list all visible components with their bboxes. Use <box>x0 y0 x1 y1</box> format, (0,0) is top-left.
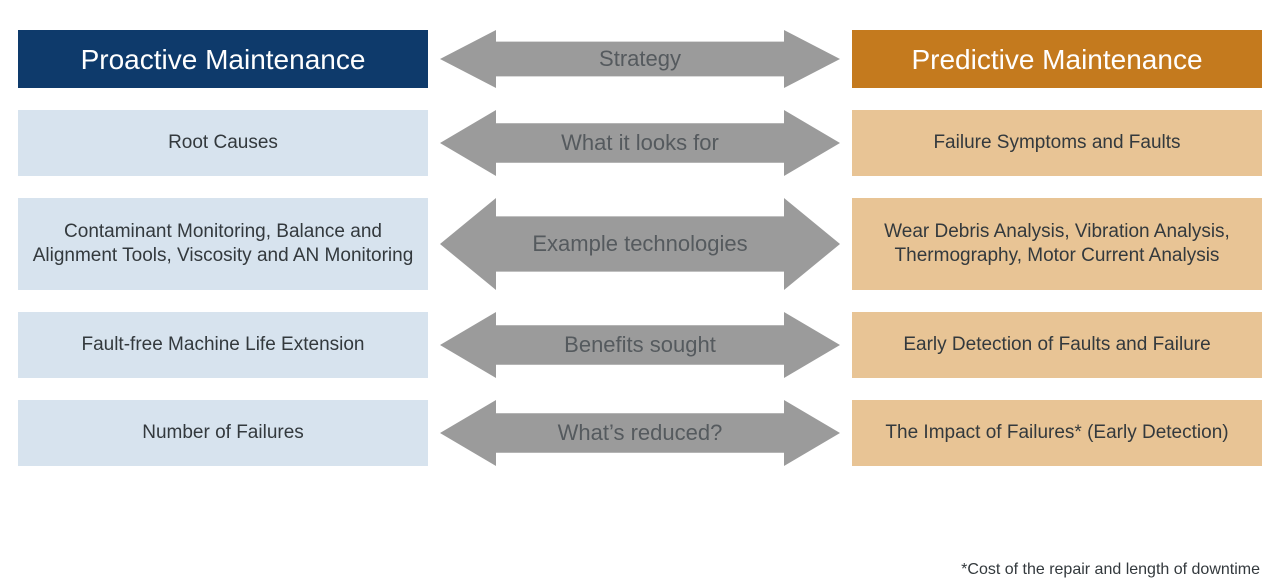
body-row: Contaminant Monitoring, Balance and Alig… <box>18 198 1262 290</box>
arrow-cell: What’s reduced? <box>440 400 840 466</box>
footnote: *Cost of the repair and length of downti… <box>961 561 1260 579</box>
header-left: Proactive Maintenance <box>18 30 428 88</box>
header-row: Proactive Maintenance Strategy Predictive… <box>18 30 1262 88</box>
body-row: Root Causes What it looks for Failure Sym… <box>18 110 1262 176</box>
header-arrow-label: Strategy <box>559 46 721 72</box>
arrow-label: Benefits sought <box>524 332 756 358</box>
arrow-cell: What it looks for <box>440 110 840 176</box>
body-row: Fault-free Machine Life Extension Benefi… <box>18 312 1262 378</box>
body-row: Number of Failures What’s reduced? The Im… <box>18 400 1262 466</box>
comparison-grid: Proactive Maintenance Strategy Predictive… <box>18 30 1262 474</box>
left-cell: Number of Failures <box>18 400 428 466</box>
header-arrow: Strategy <box>440 30 840 88</box>
right-cell: The Impact of Failures* (Early Detection… <box>852 400 1262 466</box>
arrow-label: What it looks for <box>521 130 759 156</box>
arrow-label: Example technologies <box>492 231 787 257</box>
right-cell: Early Detection of Faults and Failure <box>852 312 1262 378</box>
left-cell: Root Causes <box>18 110 428 176</box>
left-cell: Contaminant Monitoring, Balance and Alig… <box>18 198 428 290</box>
arrow-cell: Benefits sought <box>440 312 840 378</box>
right-cell: Failure Symptoms and Faults <box>852 110 1262 176</box>
left-cell: Fault-free Machine Life Extension <box>18 312 428 378</box>
arrow-cell: Example technologies <box>440 198 840 290</box>
arrow-label: What’s reduced? <box>518 420 763 446</box>
header-right: Predictive Maintenance <box>852 30 1262 88</box>
right-cell: Wear Debris Analysis, Vibration Analysis… <box>852 198 1262 290</box>
